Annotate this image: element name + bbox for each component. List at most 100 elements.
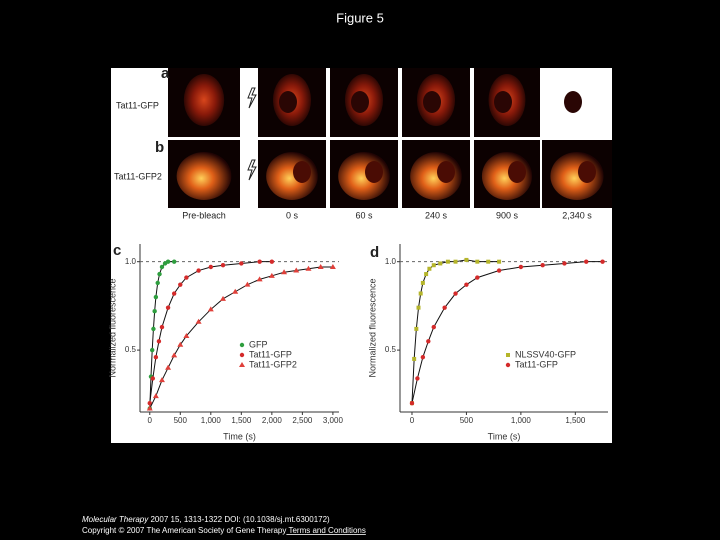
point xyxy=(412,356,417,361)
point xyxy=(464,282,469,287)
point xyxy=(420,280,425,285)
nucleus xyxy=(578,161,596,183)
journal: Molecular Therapy xyxy=(82,515,149,524)
nucleus xyxy=(564,91,582,113)
bleach-icon xyxy=(247,87,257,109)
x-tick-label: 500 xyxy=(174,416,188,425)
row-label: Tat11-GFP xyxy=(116,100,159,110)
point xyxy=(426,339,431,344)
legend-swatch xyxy=(239,342,245,348)
citation: Molecular Therapy 2007 15, 1313-1322 DOI… xyxy=(82,515,330,524)
point xyxy=(562,261,567,266)
doi: 2007 15, 1313-1322 DOI: (10.1038/sj.mt.6… xyxy=(148,515,330,524)
nucleus xyxy=(494,91,512,113)
legend-label: Tat11-GFP xyxy=(515,359,558,369)
panel-letter: b xyxy=(155,139,164,156)
point xyxy=(150,347,155,353)
point xyxy=(165,305,171,310)
y-tick-label: 1.0 xyxy=(125,257,137,266)
nucleus xyxy=(365,161,383,183)
point xyxy=(464,257,469,262)
point xyxy=(158,377,165,383)
point xyxy=(157,271,162,277)
point xyxy=(196,268,201,273)
point xyxy=(269,259,275,264)
terms-link[interactable]: Terms and Conditions xyxy=(286,526,365,535)
x-tick-label: 2,500 xyxy=(292,416,313,425)
x-tick-label: 1,500 xyxy=(565,416,586,425)
x-tick-label: 0 xyxy=(148,416,153,425)
nucleus xyxy=(279,91,297,113)
point xyxy=(153,354,159,360)
copyright: Copyright © 2007 The American Society of… xyxy=(82,526,286,535)
time-label: 240 s xyxy=(425,210,448,220)
point xyxy=(475,275,480,280)
point xyxy=(268,272,275,278)
x-tick-label: 2,000 xyxy=(262,416,283,425)
time-label: Pre-bleach xyxy=(182,210,226,220)
point xyxy=(496,268,502,273)
point xyxy=(438,261,443,266)
point xyxy=(431,263,436,268)
point xyxy=(208,264,214,270)
point xyxy=(165,364,172,370)
x-axis-title: Time (s) xyxy=(488,431,521,441)
time-label: 900 s xyxy=(496,210,519,220)
legend-swatch xyxy=(505,362,511,368)
point xyxy=(156,339,162,344)
point xyxy=(256,276,263,282)
point xyxy=(518,264,524,270)
panel-letter: d xyxy=(370,244,379,261)
point xyxy=(183,332,190,338)
legend-label: Tat11-GFP2 xyxy=(249,359,297,369)
bleach-icon xyxy=(247,159,257,181)
x-tick-label: 1,000 xyxy=(511,416,532,425)
point xyxy=(416,305,421,310)
point xyxy=(600,259,605,264)
y-axis-title: Normalized fluorescence xyxy=(107,278,117,377)
nucleus xyxy=(508,161,526,183)
point xyxy=(220,295,227,301)
point xyxy=(329,263,336,269)
x-tick-label: 1,500 xyxy=(231,416,252,425)
point xyxy=(159,324,165,330)
panel-letter: c xyxy=(113,242,121,259)
x-tick-label: 0 xyxy=(410,416,415,425)
point xyxy=(424,272,429,277)
y-tick-label: 0.5 xyxy=(125,345,137,354)
point xyxy=(171,259,177,264)
point xyxy=(159,264,165,270)
point xyxy=(152,393,159,399)
legend-label: NLSSV40-GFP xyxy=(515,349,576,359)
point xyxy=(453,291,458,296)
slide-title: Figure 5 xyxy=(336,10,384,25)
point xyxy=(150,376,156,381)
point xyxy=(257,259,262,264)
point xyxy=(232,288,239,294)
point xyxy=(540,263,545,268)
legend-swatch xyxy=(239,352,245,358)
x-axis-title: Time (s) xyxy=(223,431,256,441)
point xyxy=(445,259,450,264)
nucleus xyxy=(423,91,441,113)
point xyxy=(207,306,214,312)
point xyxy=(239,261,244,266)
point xyxy=(178,282,183,287)
point xyxy=(453,259,458,264)
point xyxy=(415,376,420,381)
y-tick-label: 1.0 xyxy=(385,257,397,266)
nucleus xyxy=(351,91,369,113)
nucleus xyxy=(293,161,311,183)
time-label: 2,340 s xyxy=(562,210,592,220)
legend-label: Tat11-GFP xyxy=(249,349,292,359)
y-axis-title: Normalized fluorescence xyxy=(367,278,377,377)
fit-line xyxy=(411,259,500,404)
point xyxy=(414,326,419,331)
point xyxy=(317,263,324,269)
point xyxy=(305,265,312,271)
point xyxy=(497,259,502,264)
nucleus xyxy=(437,161,455,183)
time-label: 0 s xyxy=(286,210,299,220)
